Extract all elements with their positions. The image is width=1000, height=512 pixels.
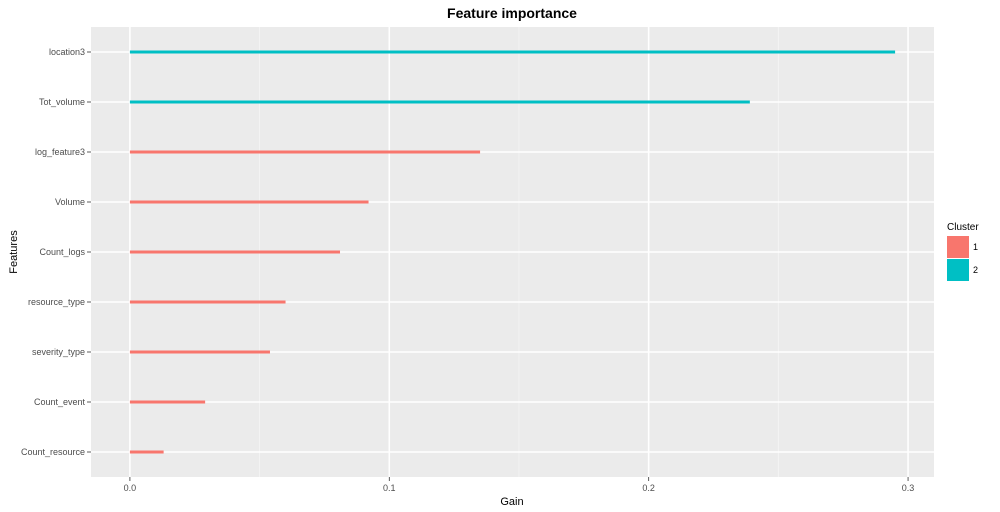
bar-location3 <box>129 50 896 54</box>
bar-Count_logs <box>129 250 341 254</box>
y-axis-title: Features <box>8 230 20 274</box>
y-tick-label: location3 <box>49 47 85 57</box>
bars <box>129 50 896 454</box>
x-tick-label: 0.3 <box>902 483 915 493</box>
y-tick-label: Count_resource <box>21 447 85 457</box>
legend-title: Cluster <box>947 222 979 233</box>
legend-label-1: 1 <box>973 242 978 252</box>
x-tick-label: 0.1 <box>383 483 396 493</box>
x-axis-ticks: 0.0 0.1 0.2 0.3 <box>124 477 915 493</box>
y-tick-label: resource_type <box>28 297 85 307</box>
x-tick-label: 0.2 <box>642 483 655 493</box>
bar-Tot_volume <box>129 100 750 104</box>
chart-title: Feature importance <box>447 5 577 21</box>
y-tick-label: log_feature3 <box>35 147 85 157</box>
bar-severity_type <box>129 350 270 354</box>
bar-Count_event <box>129 400 206 404</box>
bar-resource_type <box>129 300 286 304</box>
x-tick-label: 0.0 <box>124 483 137 493</box>
bar-log_feature3 <box>129 150 481 154</box>
y-tick-label: Tot_volume <box>39 97 85 107</box>
legend-key-1 <box>947 236 969 258</box>
y-tick-label: Count_event <box>34 397 86 407</box>
bar-Count_resource <box>129 450 164 454</box>
legend-label-2: 2 <box>973 265 978 275</box>
y-tick-label: Count_logs <box>39 247 85 257</box>
y-axis-ticks: location3 Tot_volume log_feature3 Volume Cou… <box>21 47 91 457</box>
bar-Volume <box>129 200 369 204</box>
y-tick-label: severity_type <box>32 347 85 357</box>
legend-key-2 <box>947 259 969 281</box>
y-tick-label: Volume <box>55 197 85 207</box>
legend: Cluster 1 2 <box>947 222 979 281</box>
x-axis-title: Gain <box>500 496 523 508</box>
